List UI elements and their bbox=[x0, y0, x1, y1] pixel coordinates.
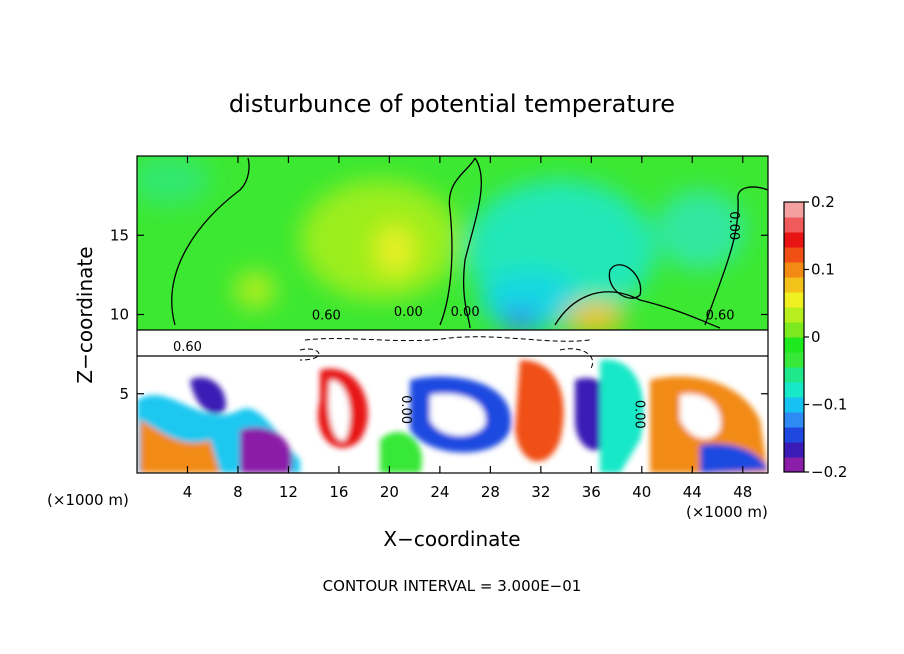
contour-label: 0.60 bbox=[706, 308, 735, 323]
chart-title: disturbunce of potential temperature bbox=[229, 90, 675, 118]
x-tick-label: 28 bbox=[481, 483, 500, 501]
contour-label: 0.00 bbox=[451, 305, 480, 320]
heatmap-field bbox=[137, 156, 768, 473]
colorbar-tick-label: 0.1 bbox=[811, 261, 835, 279]
contour-interval-footer: CONTOUR INTERVAL = 3.000E−01 bbox=[323, 577, 582, 595]
x-tick-label: 12 bbox=[279, 483, 298, 501]
contour-label: 0.00 bbox=[394, 305, 423, 320]
x-axis-unit-right: (×1000 m) bbox=[686, 503, 768, 521]
colorbar-level bbox=[784, 277, 804, 293]
colorbar bbox=[783, 201, 805, 473]
x-tick-label: 8 bbox=[233, 483, 243, 501]
x-tick-label: 36 bbox=[582, 483, 601, 501]
colorbar-level bbox=[784, 382, 804, 398]
colorbar-level bbox=[784, 322, 804, 338]
colorbar-level bbox=[784, 352, 804, 368]
colorbar-level bbox=[784, 397, 804, 413]
colorbar-tick-label: 0.2 bbox=[811, 193, 835, 211]
x-axis-unit-left: (×1000 m) bbox=[47, 491, 129, 509]
x-tick-label: 20 bbox=[380, 483, 399, 501]
colorbar-level bbox=[784, 247, 804, 263]
colorbar-level bbox=[784, 292, 804, 308]
contour-label: 0.60 bbox=[312, 308, 341, 323]
x-tick-label: 16 bbox=[329, 483, 348, 501]
colorbar-level bbox=[784, 232, 804, 248]
y-tick-label: 5 bbox=[119, 385, 129, 403]
contour-labels: 0.60 0.00 0.00 0.60 0.60 0.00 0.00 0.00 bbox=[173, 211, 741, 429]
x-tick-label: 24 bbox=[430, 483, 449, 501]
contour-label: 0.00 bbox=[726, 211, 741, 240]
x-tick-label: 48 bbox=[733, 483, 752, 501]
colorbar-level bbox=[784, 457, 804, 473]
colorbar-level bbox=[784, 307, 804, 323]
y-axis-ticks: 5 10 15 bbox=[110, 226, 768, 403]
colorbar-level bbox=[784, 367, 804, 383]
x-axis-ticks: 4 8 12 16 20 24 28 32 36 40 44 48 bbox=[183, 156, 752, 501]
x-tick-label: 4 bbox=[183, 483, 193, 501]
y-tick-label: 15 bbox=[110, 226, 129, 244]
contour-label: 0.60 bbox=[173, 340, 202, 355]
colorbar-level bbox=[784, 412, 804, 428]
x-axis-label: X−coordinate bbox=[383, 527, 520, 551]
x-tick-label: 40 bbox=[632, 483, 651, 501]
y-axis-label: Z−coordinate bbox=[73, 246, 97, 383]
colorbar-tick-label: −0.2 bbox=[811, 463, 847, 481]
colorbar-level bbox=[784, 442, 804, 458]
colorbar-tick-label: −0.1 bbox=[811, 396, 847, 414]
colorbar-level bbox=[784, 262, 804, 278]
x-tick-label: 32 bbox=[531, 483, 550, 501]
contour-label: 0.00 bbox=[631, 400, 646, 429]
contour-label: 0.00 bbox=[398, 395, 413, 424]
colorbar-tick-label: 0 bbox=[811, 328, 821, 346]
x-tick-label: 44 bbox=[683, 483, 702, 501]
colorbar-level bbox=[784, 427, 804, 443]
colorbar-ticks: 0.2 0.1 0 −0.1 −0.2 bbox=[804, 193, 847, 481]
colorbar-level bbox=[784, 217, 804, 233]
colorbar-level bbox=[784, 337, 804, 353]
colorbar-level bbox=[784, 202, 804, 218]
y-tick-label: 10 bbox=[110, 306, 129, 324]
